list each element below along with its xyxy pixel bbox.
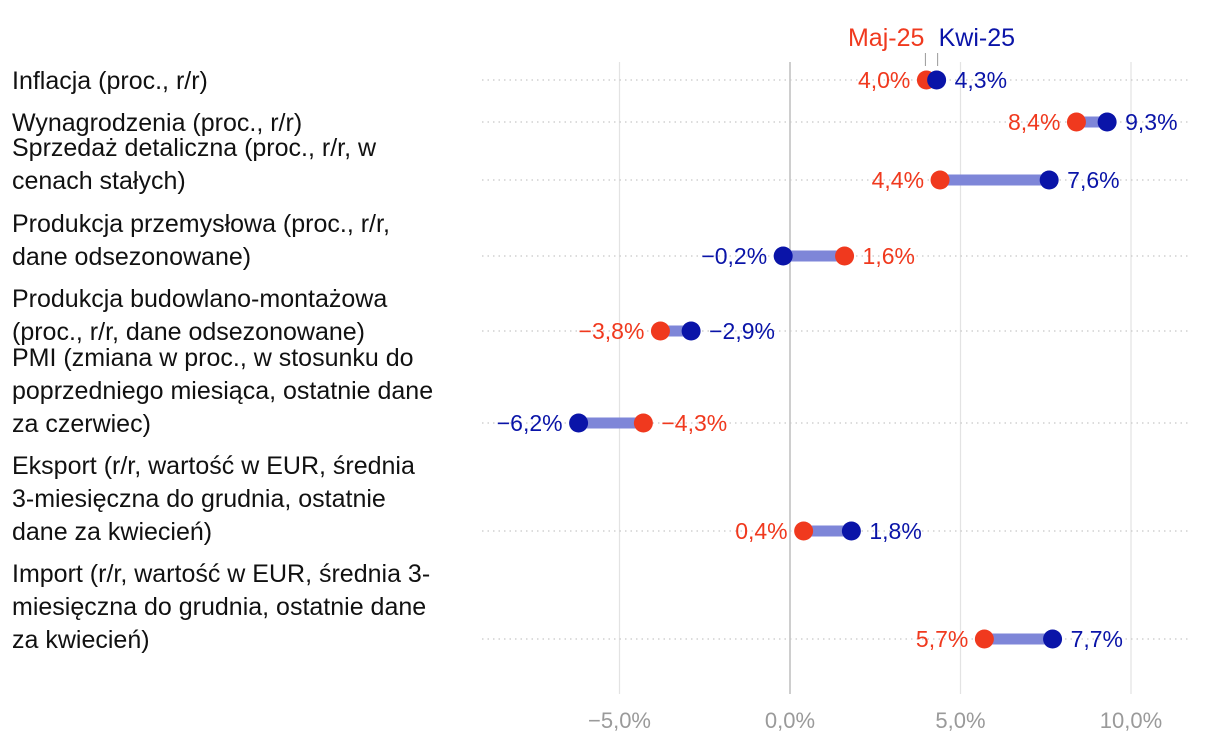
category-label: Wynagrodzenia (proc., r/r) bbox=[12, 109, 302, 137]
value-label-kwi-25: −6,2% bbox=[497, 410, 563, 436]
value-label-maj-25: 1,6% bbox=[863, 243, 915, 269]
value-label-kwi-25: 7,7% bbox=[1071, 626, 1123, 652]
legend-label-kwi-25: Kwi-25 bbox=[939, 24, 1015, 52]
x-tick-label: 5,0% bbox=[935, 708, 985, 733]
category-label: miesięczna do grudnia, ostatnie dane bbox=[12, 593, 426, 621]
dot-maj-25 bbox=[650, 321, 670, 341]
data-marks: 4,0% 4,3%8,4% 9,3% 4,4% 7,6% −0,2% 1,6% −3,8% −2… bbox=[497, 67, 1178, 652]
dot-kwi-25 bbox=[1039, 170, 1059, 190]
x-tick-label: 10,0% bbox=[1100, 708, 1162, 733]
category-label: Produkcja przemysłowa (proc., r/r, bbox=[12, 210, 390, 238]
category-label: dane odsezonowane) bbox=[12, 243, 251, 271]
x-tick-label: −5,0% bbox=[588, 708, 651, 733]
dot-maj-25 bbox=[1066, 112, 1086, 132]
category-label: Sprzedaż detaliczna (proc., r/r, w bbox=[12, 134, 377, 162]
category-label: Inflacja (proc., r/r) bbox=[12, 67, 208, 95]
category-label: cenach stałych) bbox=[12, 167, 186, 195]
category-labels: Inflacja (proc., r/r) Wynagrodzenia (proc… bbox=[12, 67, 433, 654]
dot-kwi-25 bbox=[681, 321, 701, 341]
dot-kwi-25 bbox=[1043, 629, 1063, 649]
category-label: Produkcja budowlano-montażowa bbox=[12, 285, 387, 313]
value-label-kwi-25: 7,6% bbox=[1067, 167, 1119, 193]
dot-maj-25 bbox=[974, 629, 994, 649]
value-label-kwi-25: 4,3% bbox=[955, 67, 1007, 93]
dot-maj-25 bbox=[794, 521, 814, 541]
category-label: za kwiecień) bbox=[12, 626, 150, 654]
value-label-maj-25: 8,4% bbox=[1008, 109, 1060, 135]
value-label-maj-25: 5,7% bbox=[916, 626, 968, 652]
dot-kwi-25 bbox=[569, 413, 589, 433]
category-label: PMI (zmiana w proc., w stosunku do bbox=[12, 344, 414, 372]
value-label-maj-25: 4,0% bbox=[858, 67, 910, 93]
value-label-maj-25: −3,8% bbox=[579, 318, 645, 344]
dot-kwi-25 bbox=[841, 521, 861, 541]
dot-kwi-25 bbox=[927, 70, 947, 90]
dot-kwi-25 bbox=[1097, 112, 1117, 132]
row-guides bbox=[482, 79, 1188, 640]
category-label: za czerwiec) bbox=[12, 410, 151, 438]
category-label: 3-miesięczna do grudnia, ostatnie bbox=[12, 485, 386, 513]
value-label-kwi-25: 1,8% bbox=[869, 518, 921, 544]
category-label: Eksport (r/r, wartość w EUR, średnia bbox=[12, 452, 415, 480]
category-label: (proc., r/r, dane odsezonowane) bbox=[12, 318, 365, 346]
dot-maj-25 bbox=[835, 246, 855, 266]
value-label-maj-25: 0,4% bbox=[735, 518, 787, 544]
category-label: dane za kwiecień) bbox=[12, 518, 212, 546]
legend-label-maj-25: Maj-25 bbox=[848, 24, 924, 52]
category-label: Import (r/r, wartość w EUR, średnia 3- bbox=[12, 560, 430, 588]
legend: Maj-25 Kwi-25 bbox=[848, 24, 1015, 66]
value-label-kwi-25: −2,9% bbox=[709, 318, 775, 344]
dot-maj-25 bbox=[633, 413, 653, 433]
value-label-kwi-25: 9,3% bbox=[1125, 109, 1177, 135]
dot-maj-25 bbox=[930, 170, 950, 190]
gridlines bbox=[618, 62, 1132, 694]
x-tick-label: 0,0% bbox=[765, 708, 815, 733]
value-label-maj-25: 4,4% bbox=[872, 167, 924, 193]
x-axis-ticks: −5,0% 0,0% 5,0% 10,0% bbox=[588, 708, 1162, 733]
category-label: poprzedniego miesiąca, ostatnie dane bbox=[12, 377, 433, 405]
dot-kwi-25 bbox=[773, 246, 793, 266]
value-label-maj-25: −4,3% bbox=[661, 410, 727, 436]
value-label-kwi-25: −0,2% bbox=[701, 243, 767, 269]
